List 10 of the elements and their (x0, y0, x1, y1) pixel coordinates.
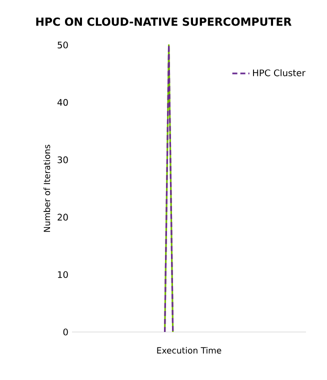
y-tick-label: 10 (58, 271, 68, 278)
legend-label: HPC Cluster (253, 69, 306, 76)
x-axis-title: Execution Time (157, 347, 222, 354)
chart-title: HPC ON CLOUD-NATIVE SUPERCOMPUTER (36, 18, 292, 26)
y-tick-label: 50 (58, 42, 68, 48)
y-tick-label: 0 (63, 328, 68, 336)
y-tick-label: 20 (58, 214, 68, 221)
y-tick-label: 40 (57, 98, 68, 106)
y-axis-title: Number of Iterations (44, 144, 50, 232)
y-tick-label: 30 (58, 156, 68, 164)
